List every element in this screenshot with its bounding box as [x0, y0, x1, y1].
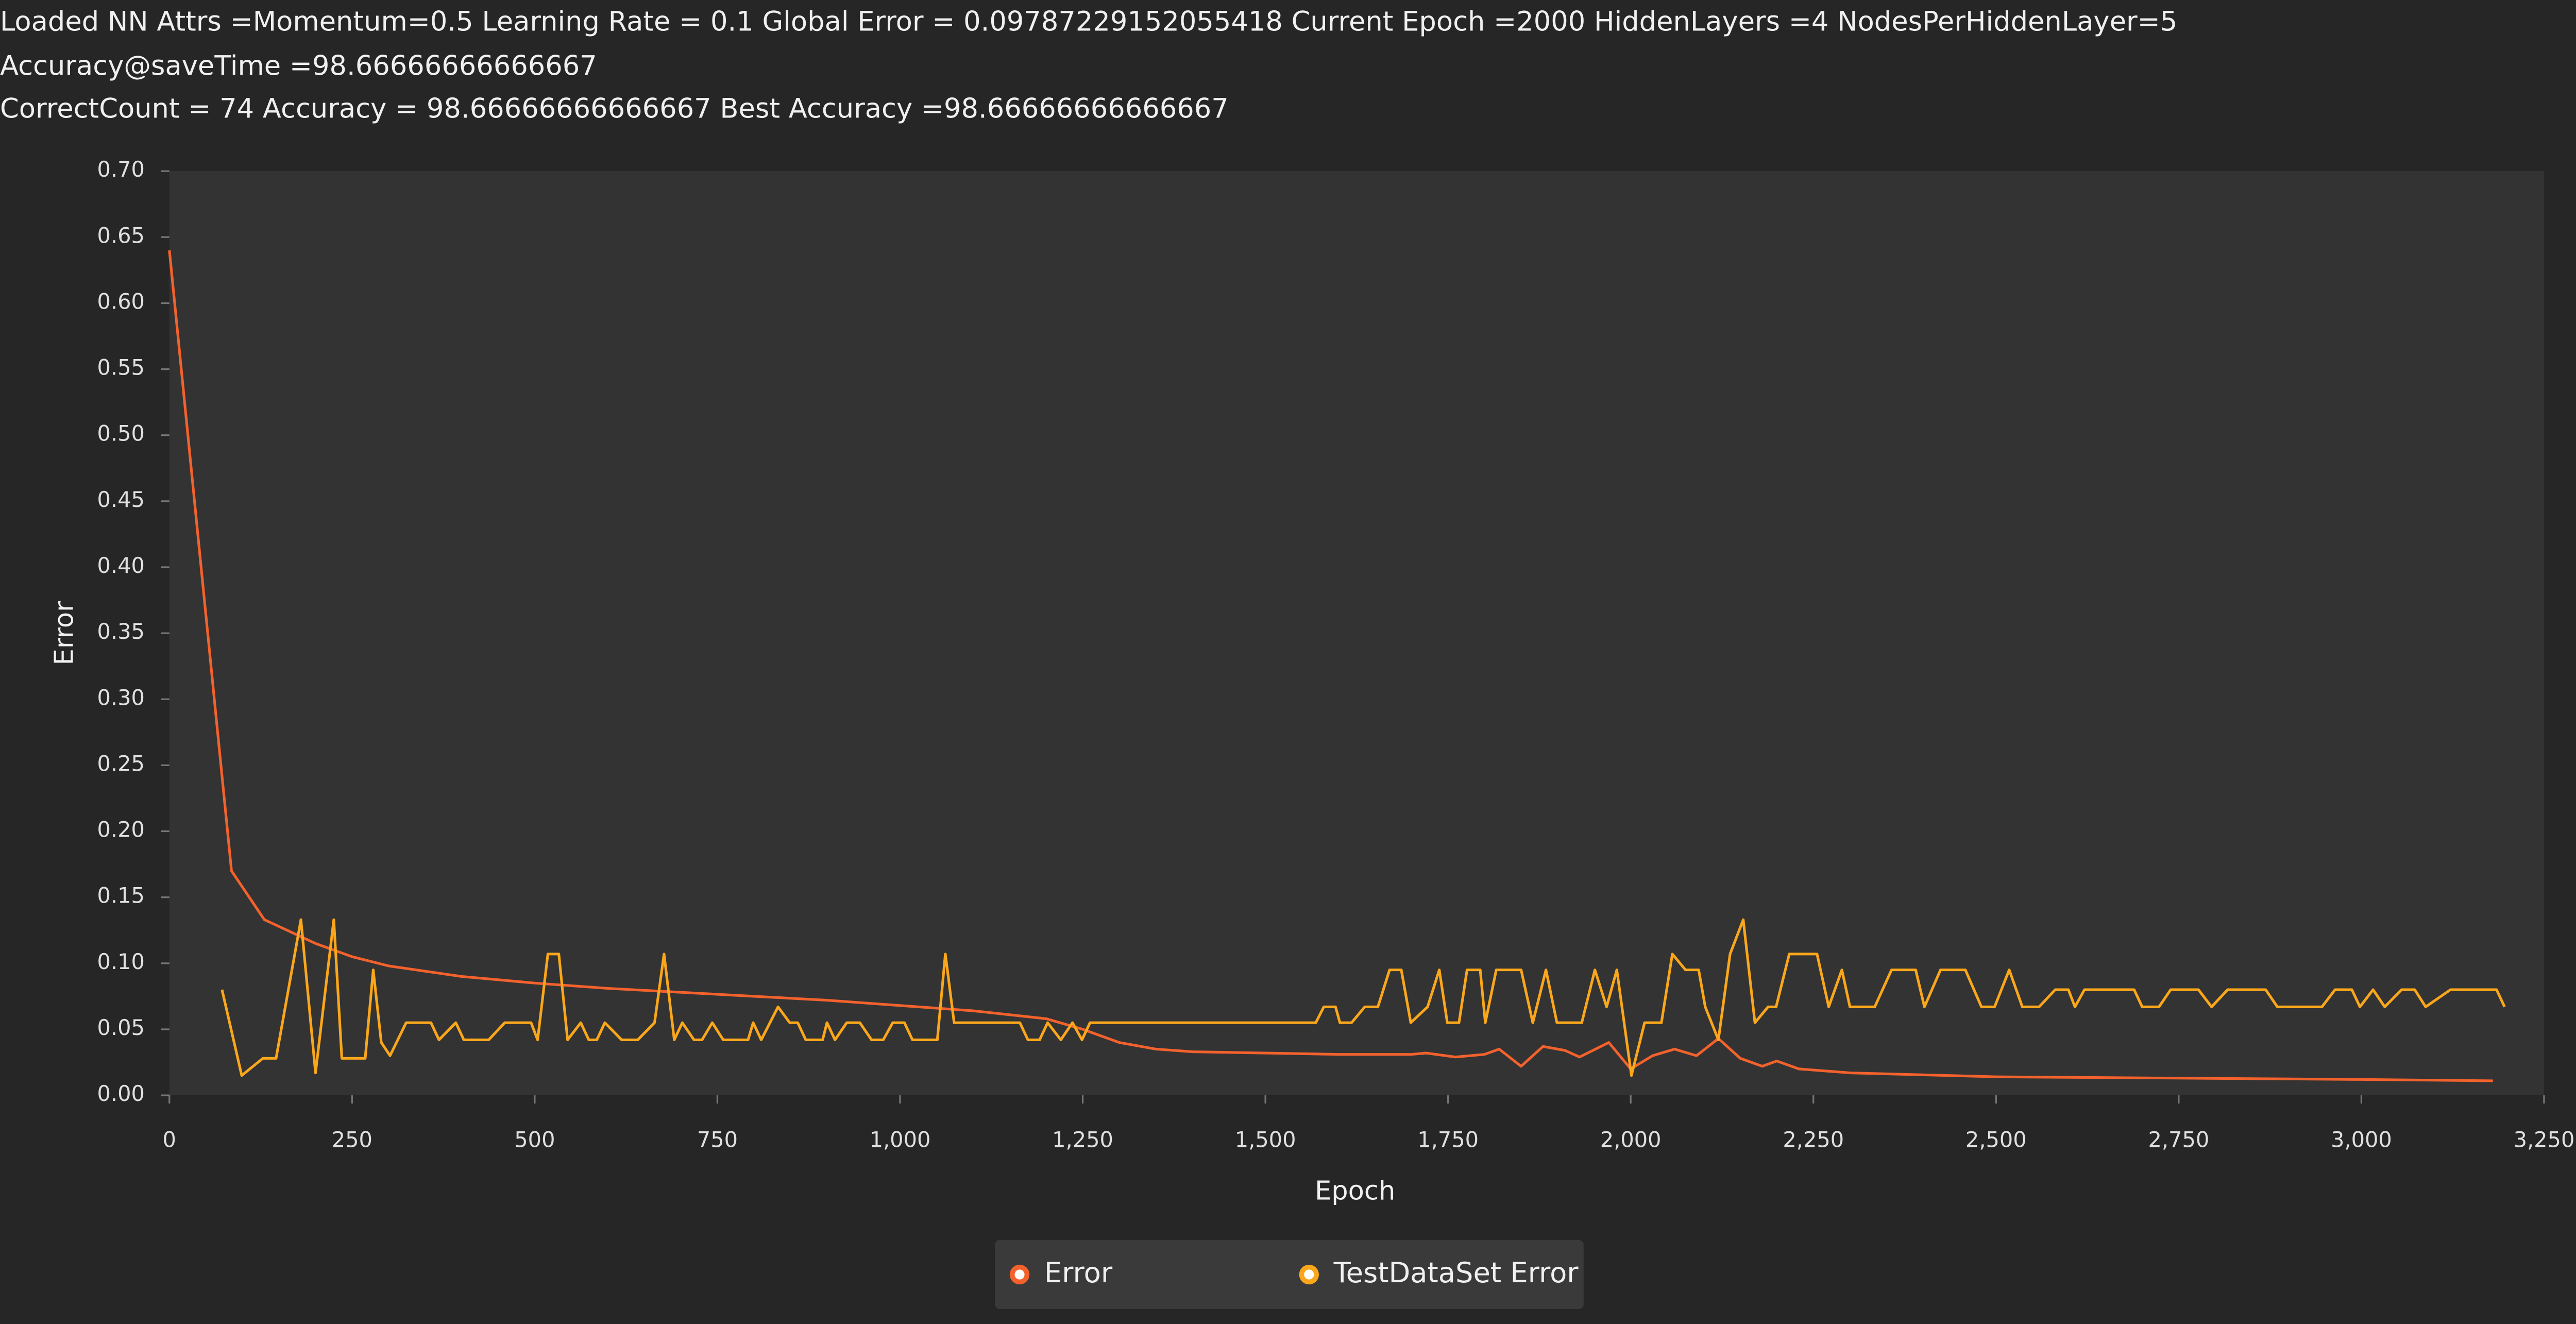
y-tick-label: 0.70 — [97, 157, 145, 182]
series-line — [168, 250, 2493, 1082]
y-tick-label: 0.45 — [97, 487, 145, 512]
legend-label: Error — [1044, 1257, 1113, 1289]
x-tick-label: 1,750 — [1417, 1127, 1479, 1152]
y-tick-label: 0.40 — [97, 553, 145, 578]
header-line: Loaded NN Attrs =Momentum=0.5 Learning R… — [0, 6, 2177, 38]
header-line: Accuracy@saveTime =98.66666666666667 — [0, 50, 597, 82]
x-tick-label: 2,750 — [2148, 1127, 2209, 1152]
y-tick-label: 0.05 — [97, 1015, 145, 1040]
x-tick-label: 2,250 — [1783, 1127, 1844, 1152]
x-tick-label: 3,000 — [2331, 1127, 2392, 1152]
x-axis-label: Epoch — [1315, 1176, 1395, 1206]
x-tick-label: 1,250 — [1052, 1127, 1113, 1152]
y-tick-label: 0.55 — [97, 355, 145, 380]
x-tick-label: 3,250 — [2514, 1127, 2575, 1152]
y-tick-label: 0.50 — [97, 421, 145, 446]
x-tick-label: 0 — [163, 1127, 176, 1152]
y-tick-label: 0.10 — [97, 949, 145, 974]
header-line: CorrectCount = 74 Accuracy = 98.66666666… — [0, 93, 1229, 125]
x-tick-label: 250 — [332, 1127, 372, 1152]
legend-marker-center — [1304, 1269, 1314, 1280]
y-tick-label: 0.25 — [97, 751, 145, 776]
x-tick-label: 750 — [697, 1127, 738, 1152]
x-tick-label: 1,000 — [870, 1127, 931, 1152]
y-tick-label: 0.60 — [97, 288, 145, 314]
x-tick-label: 500 — [514, 1127, 555, 1152]
y-tick-label: 0.30 — [97, 685, 145, 710]
y-tick-label: 0.65 — [97, 223, 145, 248]
plot-area — [169, 171, 2544, 1096]
legend-marker-center — [1014, 1269, 1025, 1280]
y-tick-label: 0.20 — [97, 817, 145, 842]
legend-box — [995, 1240, 1584, 1310]
y-tick-label: 0.00 — [97, 1081, 145, 1106]
y-tick-label: 0.35 — [97, 619, 145, 644]
y-axis-label: Error — [49, 601, 80, 665]
x-tick-label: 2,500 — [1965, 1127, 2027, 1152]
x-tick-label: 2,000 — [1600, 1127, 1662, 1152]
series-line — [221, 918, 2506, 1077]
legend-label: TestDataSet Error — [1333, 1257, 1579, 1289]
x-tick-label: 1,500 — [1235, 1127, 1296, 1152]
y-tick-label: 0.15 — [97, 883, 145, 908]
